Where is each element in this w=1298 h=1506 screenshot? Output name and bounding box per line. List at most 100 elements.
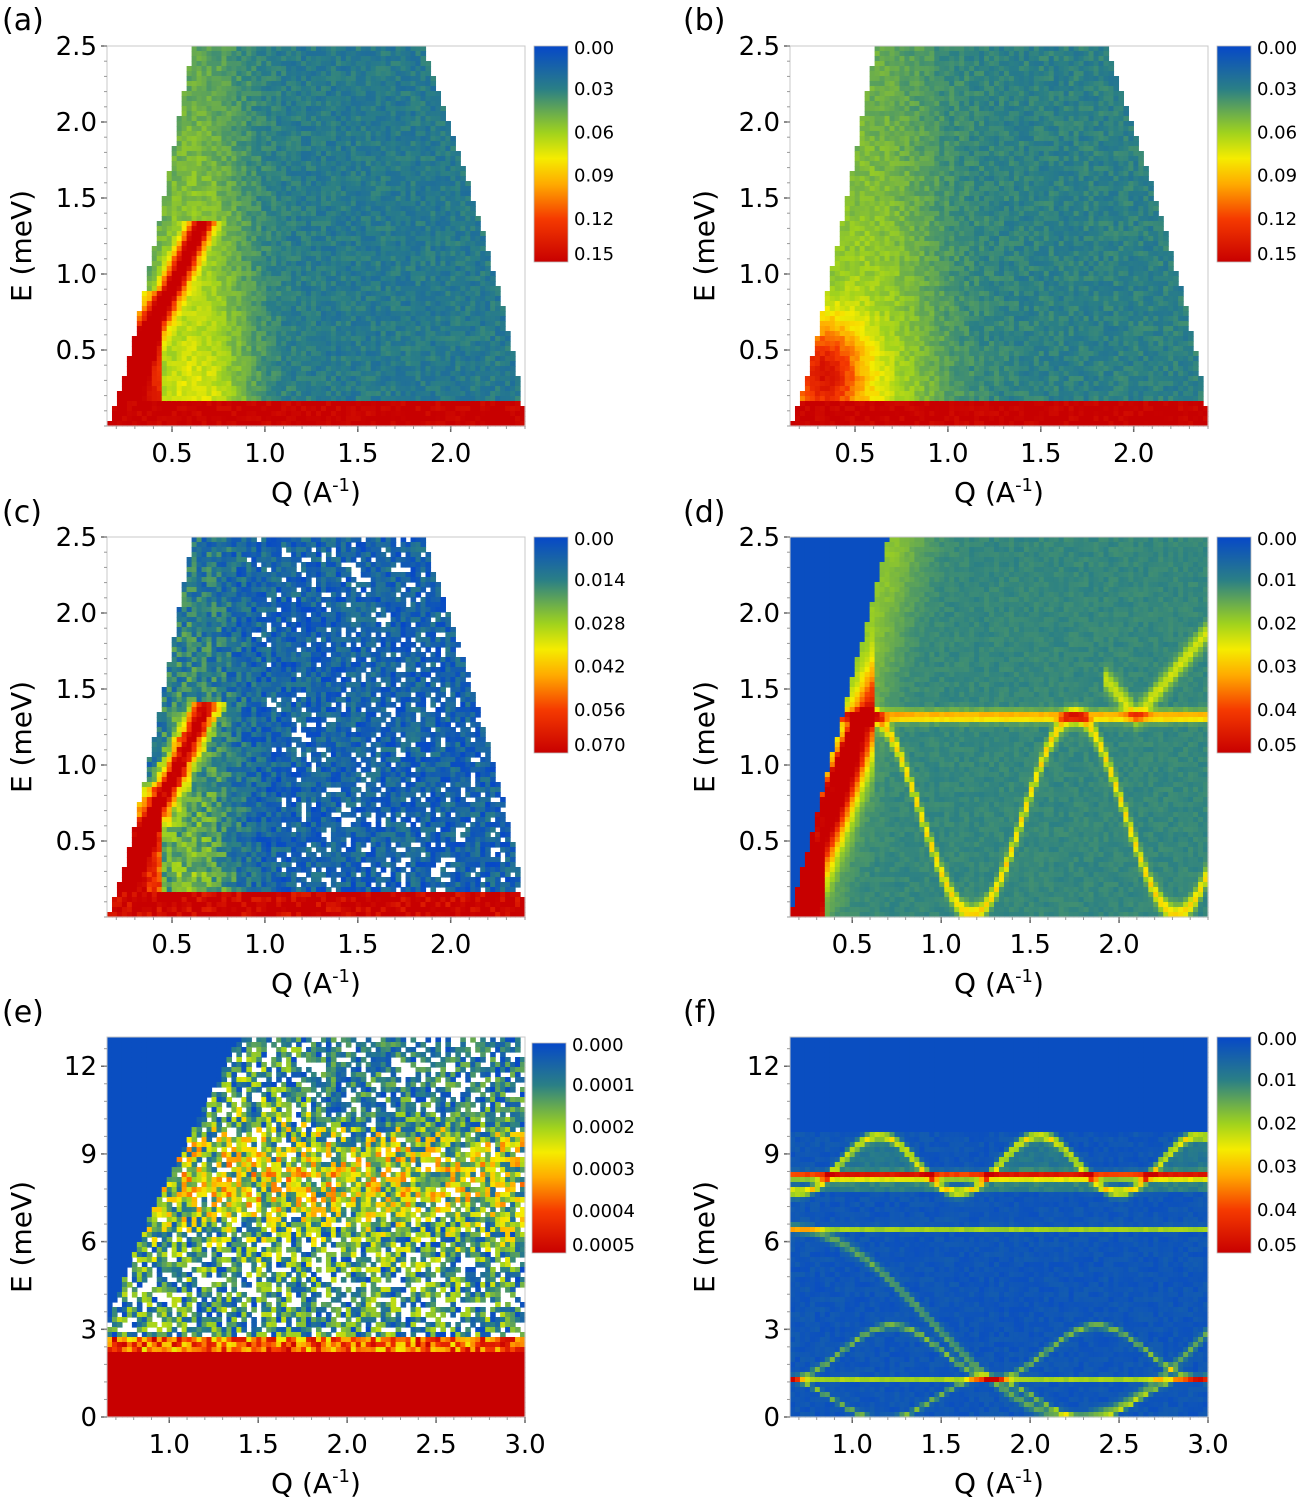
colorbar-tick-label: 0.09 — [574, 166, 614, 187]
panel-label: (a) — [2, 3, 44, 38]
colorbar-tick-label: 0.12 — [1257, 209, 1297, 230]
x-tick-label: 0.5 — [151, 930, 192, 960]
colorbar: 0.00 0.01 0.02 0.03 0.04 0.05 — [1217, 529, 1297, 756]
y-tick-label: 1.0 — [56, 260, 97, 290]
y-tick-label: 2.5 — [739, 523, 780, 553]
x-tick-label: 2.5 — [1098, 1430, 1139, 1460]
y-tick-label: 2.5 — [739, 32, 780, 62]
colorbar-tick-label: 0.00 — [1257, 1029, 1297, 1050]
panel-c: 0.5 1.0 1.5 2.00.51.01.52.02.5Q (A-1)E (meV… — [2, 495, 626, 1000]
colorbar-tick-label: 0.014 — [574, 570, 626, 591]
x-tick-label: 0.5 — [151, 439, 192, 469]
colorbar-tick-label: 0.0002 — [572, 1117, 635, 1138]
y-tick-label: 0 — [80, 1403, 97, 1433]
y-tick-label: 2.0 — [56, 599, 97, 629]
y-axis-label: E (meV) — [688, 190, 721, 302]
x-axis-label: Q (A-1) — [954, 475, 1044, 509]
x-tick-label: 1.0 — [832, 1430, 873, 1460]
colorbar-tick-label: 0.070 — [574, 735, 626, 756]
x-tick-label: 2.0 — [1098, 930, 1139, 960]
y-tick-label: 1.0 — [739, 260, 780, 290]
heatmap — [107, 46, 526, 427]
colorbar: 0.000.030.060.090.120.15 — [1217, 38, 1297, 265]
y-tick-label: 2.0 — [739, 108, 780, 138]
panel-label: (e) — [2, 995, 44, 1030]
colorbar-tick-label: 0.056 — [574, 700, 626, 721]
y-axis-label: E (meV) — [5, 681, 38, 793]
panel-label: (f) — [683, 995, 717, 1030]
colorbar-tick-label: 0.0005 — [572, 1235, 635, 1256]
y-tick-label: 0.5 — [56, 336, 97, 366]
colorbar-tick-label: 0.04 — [1257, 1200, 1297, 1221]
y-tick-label: 0.5 — [739, 336, 780, 366]
colorbar-tick-label: 0.12 — [574, 209, 614, 230]
x-axis-label: Q (A-1) — [271, 475, 361, 509]
panel-b: 0.5 1.0 1.5 2.00.51.01.52.02.5Q (A-1)E (meV… — [683, 3, 1297, 509]
colorbar-tick-label: 0.06 — [1257, 122, 1297, 143]
x-tick-label: 0.5 — [834, 439, 875, 469]
colorbar-tick-label: 0.15 — [1257, 244, 1297, 265]
colorbar-tick-label: 0.03 — [574, 79, 614, 100]
colorbar-tick-label: 0.02 — [1257, 613, 1297, 634]
y-tick-label: 12 — [64, 1052, 97, 1082]
colorbar-tick-label: 0.04 — [1257, 700, 1297, 721]
colorbar-tick-label: 0.0001 — [572, 1075, 635, 1096]
y-tick-label: 1.5 — [739, 184, 780, 214]
y-axis-label: E (meV) — [5, 190, 38, 302]
colorbar-tick-label: 0.15 — [574, 244, 614, 265]
colorbar-tick-label: 0.00 — [574, 38, 614, 59]
colorbar-tick-label: 0.06 — [574, 122, 614, 143]
y-tick-label: 9 — [763, 1140, 780, 1170]
y-tick-label: 2.5 — [56, 32, 97, 62]
x-tick-label: 3.0 — [1187, 1430, 1228, 1460]
y-tick-label: 0.5 — [739, 827, 780, 857]
heatmap — [107, 1037, 526, 1418]
x-tick-label: 1.0 — [149, 1430, 190, 1460]
x-tick-label: 1.0 — [244, 439, 285, 469]
colorbar-tick-label: 0.05 — [1257, 735, 1297, 756]
y-tick-label: 1.0 — [739, 751, 780, 781]
panel-label: (d) — [683, 495, 725, 530]
x-tick-label: 2.5 — [415, 1430, 456, 1460]
x-tick-label: 2.0 — [326, 1430, 367, 1460]
colorbar-tick-label: 0.03 — [1257, 657, 1297, 678]
y-tick-label: 1.5 — [56, 184, 97, 214]
x-tick-label: 1.5 — [337, 439, 378, 469]
colorbar-tick-label: 0.00 — [1257, 38, 1297, 59]
y-tick-label: 6 — [80, 1228, 97, 1258]
colorbar-tick-label: 0.03 — [1257, 1157, 1297, 1178]
colorbar-tick-label: 0.00 — [1257, 529, 1297, 550]
x-tick-label: 2.0 — [430, 439, 471, 469]
x-tick-label: 3.0 — [504, 1430, 545, 1460]
heatmap — [790, 1037, 1209, 1418]
y-tick-label: 1.5 — [56, 675, 97, 705]
y-axis-label: E (meV) — [5, 1181, 38, 1293]
x-tick-label: 1.0 — [921, 930, 962, 960]
x-tick-label: 0.5 — [832, 930, 873, 960]
colorbar-tick-label: 0.042 — [574, 657, 626, 678]
y-tick-label: 3 — [80, 1315, 97, 1345]
colorbar-tick-label: 0.05 — [1257, 1235, 1297, 1256]
panel-label: (b) — [683, 3, 725, 38]
y-tick-label: 0 — [763, 1403, 780, 1433]
panel-d: 0.5 1.0 1.5 2.00.51.01.52.02.5Q (A-1)E (meV… — [683, 495, 1297, 1000]
panel-a: 0.5 1.0 1.5 2.00.51.01.52.02.5Q (A-1)E (meV… — [2, 3, 614, 509]
x-axis-label: Q (A-1) — [271, 1466, 361, 1500]
y-tick-label: 1.5 — [739, 675, 780, 705]
colorbar-tick-label: 0.01 — [1257, 570, 1297, 591]
colorbar-tick-label: 0.02 — [1257, 1113, 1297, 1134]
x-axis-label: Q (A-1) — [954, 966, 1044, 1000]
x-tick-label: 2.0 — [1009, 1430, 1050, 1460]
y-tick-label: 12 — [747, 1052, 780, 1082]
colorbar-tick-label: 0.03 — [1257, 79, 1297, 100]
y-axis-label: E (meV) — [688, 1181, 721, 1293]
y-tick-label: 3 — [763, 1315, 780, 1345]
colorbar-tick-label: 0.01 — [1257, 1070, 1297, 1091]
x-axis-label: Q (A-1) — [954, 1466, 1044, 1500]
x-tick-label: 1.0 — [244, 930, 285, 960]
